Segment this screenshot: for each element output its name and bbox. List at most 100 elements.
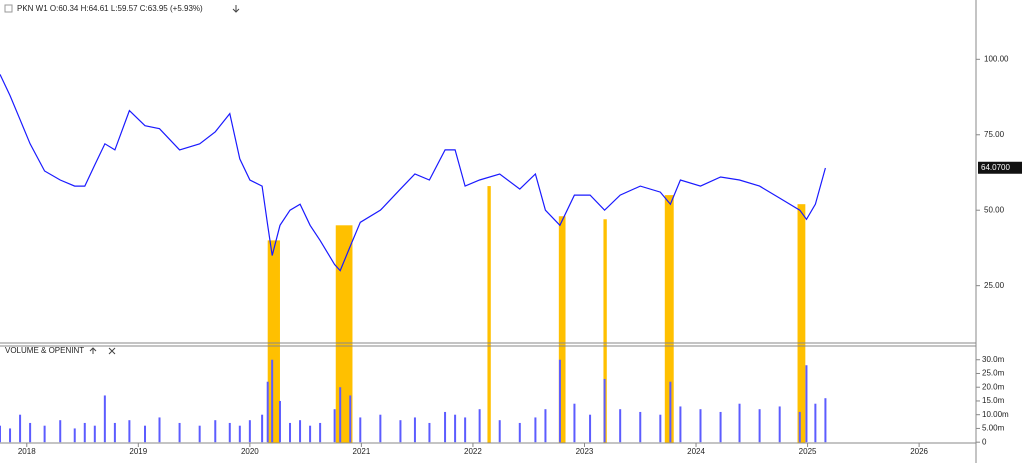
- volume-bar: [399, 420, 402, 443]
- y-tick-label: 15.0m: [982, 396, 1005, 405]
- volume-bar: [289, 422, 292, 443]
- volume-bar: [113, 422, 116, 443]
- volume-bar: [349, 395, 352, 443]
- volume-bar: [178, 422, 181, 443]
- y-tick-label: 30.0m: [982, 355, 1005, 364]
- volume-bar: [214, 420, 217, 443]
- volume-bar: [824, 398, 827, 443]
- volume-bar: [158, 417, 161, 443]
- highlight-layer: [267, 186, 806, 444]
- volume-bar: [339, 387, 342, 443]
- volume-bar: [814, 403, 817, 443]
- y-tick-label: 75.00: [984, 130, 1005, 139]
- volume-bar: [413, 417, 416, 443]
- volume-bar: [669, 381, 672, 443]
- volume-bar: [9, 428, 12, 443]
- volume-bar: [238, 425, 241, 443]
- price-line: [0, 74, 826, 272]
- move-up-icon[interactable]: [89, 347, 97, 354]
- volume-bar: [0, 425, 1, 443]
- volume-bar: [778, 406, 781, 443]
- volume-bar: [454, 414, 457, 443]
- volume-bar: [589, 414, 592, 443]
- volume-bar: [659, 414, 662, 443]
- x-tick-label: 2021: [353, 447, 371, 456]
- chart-title: PKN W1 O:60.34 H:64.61 L:59.57 C:63.95 (…: [17, 4, 203, 13]
- volume-bar: [278, 400, 281, 443]
- volume-bar: [43, 425, 46, 443]
- last-price-box: [978, 161, 1022, 174]
- x-tick-label: 2018: [18, 447, 36, 456]
- volume-bar: [558, 359, 561, 443]
- volume-bar: [93, 425, 96, 443]
- volume-bar: [299, 420, 302, 443]
- volume-bar: [639, 411, 642, 443]
- volume-bar: [128, 420, 131, 443]
- volume-bar: [738, 403, 741, 443]
- volume-bar: [309, 425, 312, 443]
- highlight: [603, 219, 607, 443]
- volume-bar: [498, 420, 501, 443]
- volume-bar: [679, 406, 682, 443]
- highlight: [267, 240, 280, 443]
- volume-bar: [29, 422, 32, 443]
- volume-bar: [619, 409, 622, 443]
- x-tick-label: 2020: [241, 447, 259, 456]
- volume-bar: [428, 422, 431, 443]
- volume-title: VOLUME & OPENINT: [5, 346, 84, 355]
- volume-bar: [805, 365, 808, 443]
- volume-bar: [198, 425, 201, 443]
- volume-bar: [719, 411, 722, 443]
- volume-bar: [73, 428, 76, 443]
- volume-bar: [573, 403, 576, 443]
- y-tick-label: 25.00: [984, 281, 1005, 290]
- volume-bar: [758, 409, 761, 443]
- volume-bar: [518, 422, 521, 443]
- volume-bar: [699, 409, 702, 443]
- y-tick-label: 20.0m: [982, 382, 1005, 391]
- x-tick-label: 2022: [464, 447, 482, 456]
- y-tick-label: 100.00: [984, 54, 1009, 63]
- volume-bar: [103, 395, 106, 443]
- x-tick-label: 2026: [910, 447, 928, 456]
- volume-bar: [534, 417, 537, 443]
- last-price-label: 64.0700: [981, 163, 1010, 172]
- volume-bar: [19, 414, 22, 443]
- y-tick-label: 10.00m: [982, 410, 1009, 419]
- highlight: [558, 216, 566, 443]
- y-tick-label: 0: [982, 437, 987, 446]
- x-tick-label: 2024: [687, 447, 705, 456]
- x-tick-label: 2019: [129, 447, 147, 456]
- volume-bar: [83, 422, 86, 443]
- close-icon[interactable]: [108, 347, 116, 355]
- highlight: [797, 204, 806, 443]
- volume-bar: [798, 411, 801, 443]
- volume-bar: [478, 409, 481, 443]
- highlight: [487, 186, 491, 444]
- volume-bar: [228, 422, 231, 443]
- volume-bar: [144, 425, 147, 443]
- volume-bar: [464, 417, 467, 443]
- volume-bar: [319, 422, 322, 443]
- collapse-icon[interactable]: [4, 4, 13, 13]
- x-tick-label: 2023: [576, 447, 594, 456]
- volume-bar: [266, 381, 269, 443]
- volume-bar: [359, 417, 362, 443]
- volume-bar: [379, 414, 382, 443]
- x-tick-label: 2025: [799, 447, 817, 456]
- menu-icon[interactable]: [232, 5, 240, 13]
- y-tick-label: 25.0m: [982, 369, 1005, 378]
- volume-bar: [59, 420, 62, 443]
- volume-bar: [333, 409, 336, 443]
- volume-bar: [603, 378, 606, 443]
- volume-bar: [248, 420, 251, 443]
- volume-bar: [444, 411, 447, 443]
- volume-bar: [271, 359, 274, 443]
- volume-bar: [261, 414, 264, 443]
- y-tick-label: 5.00m: [982, 424, 1005, 433]
- highlight: [664, 195, 674, 443]
- volume-bar: [544, 409, 547, 443]
- y-tick-label: 50.00: [984, 205, 1005, 214]
